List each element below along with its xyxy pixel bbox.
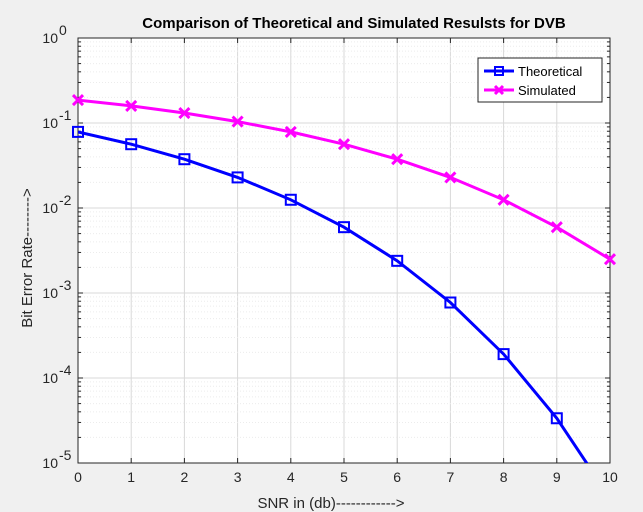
data-point-simulated	[444, 171, 457, 184]
x-tick-label: 9	[553, 469, 561, 485]
y-tick-exponent: -5	[59, 447, 72, 463]
x-tick-label: 7	[447, 469, 455, 485]
data-point-theoretical	[125, 138, 138, 151]
data-point-theoretical	[444, 296, 457, 309]
data-point-simulated	[231, 115, 244, 128]
data-point-theoretical	[338, 221, 350, 234]
data-point-theoretical	[391, 254, 404, 267]
x-tick-label: 5	[340, 469, 348, 485]
y-tick-exponent: -3	[59, 277, 72, 293]
grid	[78, 38, 610, 463]
data-point-theoretical	[284, 193, 297, 206]
data-point-simulated	[284, 125, 297, 138]
series-line-theoretical	[78, 130, 589, 463]
y-tick-exponent: -2	[59, 192, 72, 208]
data-point-theoretical	[497, 348, 510, 361]
legend-box	[477, 57, 603, 103]
y-tick-exponent: -4	[59, 362, 72, 378]
y-tick-exponent: -1	[59, 107, 72, 123]
y-tick-label: 10	[42, 30, 58, 46]
legend: Theoretical Simulated	[477, 57, 603, 103]
x-axis-label: SNR in (db)------------>	[257, 495, 404, 512]
y-tick-exponent: 0	[59, 22, 67, 38]
x-tick-label: 0	[74, 469, 82, 485]
data-point-simulated	[603, 253, 617, 266]
series-theoretical	[72, 125, 589, 463]
x-tick-label: 6	[393, 469, 401, 485]
data-point-simulated	[125, 99, 138, 112]
data-point-simulated	[337, 138, 351, 151]
data-point-theoretical	[72, 125, 84, 138]
series-simulated	[71, 94, 617, 266]
y-tick-label: 10	[42, 115, 58, 131]
y-tick-label: 10	[42, 455, 58, 471]
legend-marker-theoretical	[494, 66, 504, 76]
y-axis-label: Bit Error Rate-------->	[19, 188, 36, 328]
data-point-simulated	[497, 193, 510, 206]
data-point-simulated	[550, 221, 563, 234]
x-tick-label: 1	[127, 469, 135, 485]
data-point-simulated	[391, 153, 404, 166]
x-tick-label: 10	[602, 469, 618, 485]
data-point-theoretical	[231, 171, 244, 184]
y-tick-label: 10	[42, 285, 58, 301]
data-point-theoretical	[178, 153, 191, 166]
series-layer	[71, 94, 617, 463]
legend-marker-simulated	[493, 84, 505, 96]
legend-label-simulated: Simulated	[518, 83, 576, 98]
data-point-theoretical	[550, 412, 563, 425]
x-tick-label: 4	[287, 469, 295, 485]
x-tick-label: 2	[181, 469, 189, 485]
x-tick-label: 3	[234, 469, 242, 485]
data-point-simulated	[178, 106, 191, 120]
y-tick-label: 10	[42, 370, 58, 386]
legend-label-theoretical: Theoretical	[518, 64, 582, 79]
y-tick-label: 10	[42, 200, 58, 216]
chart-title: Comparison of Theoretical and Simulated …	[142, 15, 566, 32]
data-point-simulated	[71, 94, 85, 107]
x-tick-label: 8	[500, 469, 508, 485]
